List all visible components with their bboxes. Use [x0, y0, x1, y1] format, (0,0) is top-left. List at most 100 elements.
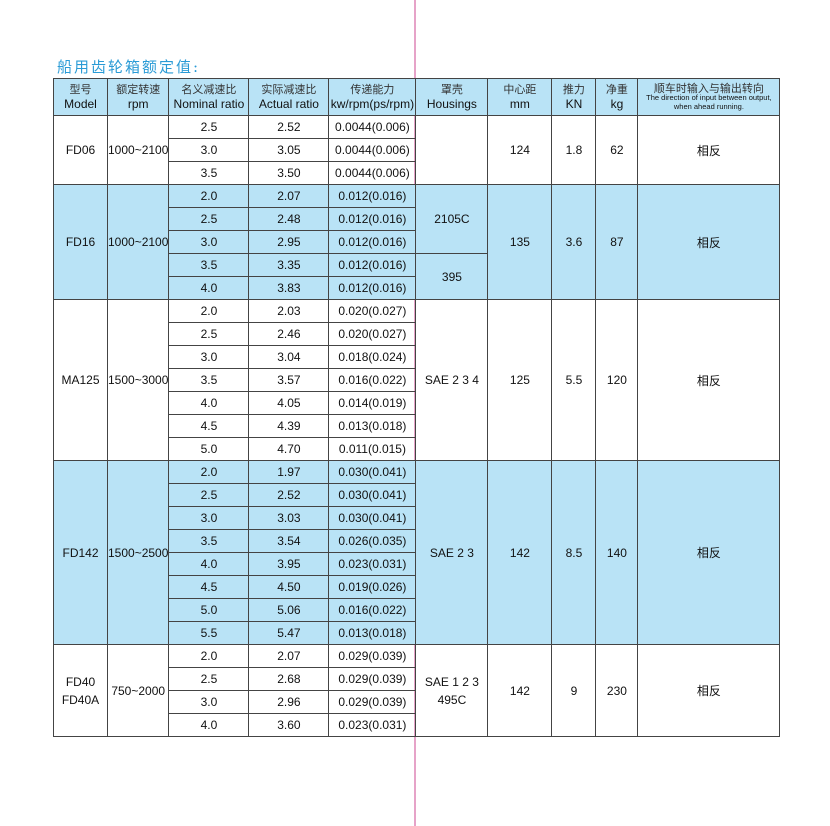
column-header: 净重 kg	[595, 78, 639, 116]
nominal-ratio-cell: 4.0	[168, 276, 250, 300]
capacity-cell: 0.030(0.041)	[328, 483, 417, 507]
table-row: 4.5 4.39 0.013(0.018)	[54, 414, 780, 438]
table-row: MA125 1500~3000 2.0 2.03 0.020(0.027) SAE 2 3…	[53, 299, 781, 461]
table-row: 4.0 3.95 0.023(0.031)	[54, 552, 780, 576]
nominal-ratio-cell: 2.5	[168, 483, 250, 507]
housings-cell: 2105C	[415, 184, 489, 254]
actual-ratio-cell: 3.04	[248, 345, 330, 369]
housings-cell: SAE 1 2 3 495C	[415, 644, 489, 737]
actual-ratio-cell: 3.57	[248, 368, 330, 392]
actual-ratio-cell: 2.07	[248, 644, 330, 668]
actual-ratio-cell: 5.06	[248, 598, 330, 622]
rpm-cell: 1000~2100	[106, 184, 170, 300]
capacity-cell: 0.016(0.022)	[328, 598, 417, 622]
column-header: 型号 Model	[53, 78, 108, 116]
gearbox-ratings-table: 型号 Model 额定转速 rpm 名义减速比 Nominal ratio 实际减速比 Act…	[53, 78, 781, 737]
actual-ratio-cell: 3.35	[248, 253, 330, 277]
capacity-cell: 0.016(0.022)	[328, 368, 417, 392]
center-distance-cell: 135	[487, 184, 553, 300]
page-title: 船用齿轮箱额定值:	[57, 58, 201, 76]
housings-cell	[415, 115, 489, 185]
direction-cell: 相反	[637, 644, 781, 737]
column-header-en: mm	[509, 97, 530, 111]
actual-ratio-cell: 3.05	[248, 138, 330, 162]
nominal-ratio-cell: 3.5	[168, 368, 250, 392]
capacity-cell: 0.019(0.026)	[328, 575, 417, 599]
column-header-zh: 顺车时输入与输出转向	[653, 81, 764, 95]
direction-cell: 相反	[637, 184, 781, 300]
column-header: 顺车时输入与输出转向 The direction of input between…	[637, 78, 781, 116]
nominal-ratio-cell: 2.0	[168, 184, 250, 208]
column-header-zh: 实际减速比	[261, 83, 317, 96]
column-header: 额定转速 rpm	[106, 78, 170, 116]
actual-ratio-cell: 2.07	[248, 184, 330, 208]
weight-cell: 62	[595, 115, 639, 185]
table-row: FD06 1000~2100 2.5 2.52 0.0044(0.006) 124 1.8 6…	[53, 115, 781, 185]
nominal-ratio-cell: 5.0	[168, 598, 250, 622]
weight-cell: 120	[595, 299, 639, 461]
nominal-ratio-cell: 3.5	[168, 161, 250, 185]
rpm-cell: 1500~2500	[106, 460, 170, 645]
capacity-cell: 0.012(0.016)	[328, 276, 417, 300]
table-row: 4.0 4.05 0.014(0.019)	[54, 391, 780, 415]
actual-ratio-cell: 1.97	[248, 460, 330, 484]
nominal-ratio-cell: 4.0	[168, 552, 250, 576]
column-header-en: Housings	[426, 97, 477, 111]
column-header-zh: 名义减速比	[181, 83, 237, 96]
column-header-en: rpm	[127, 97, 149, 111]
column-header-en: kw/rpm(ps/rpm)	[330, 97, 415, 111]
nominal-ratio-cell: 2.0	[168, 644, 250, 668]
capacity-cell: 0.012(0.016)	[328, 253, 417, 277]
capacity-cell: 0.030(0.041)	[328, 460, 417, 484]
capacity-cell: 0.023(0.031)	[328, 552, 417, 576]
nominal-ratio-cell: 2.5	[168, 667, 250, 691]
table-row: 3.5 3.54 0.026(0.035)	[54, 529, 780, 553]
nominal-ratio-cell: 3.0	[168, 506, 250, 530]
direction-cell: 相反	[637, 460, 781, 645]
weight-cell: 230	[595, 644, 639, 737]
capacity-cell: 0.012(0.016)	[328, 207, 417, 231]
housings-cell: SAE 2 3 4	[415, 299, 489, 461]
capacity-cell: 0.012(0.016)	[328, 230, 417, 254]
housings-cell: 395	[415, 253, 489, 300]
table-row: 3.0 2.95 0.012(0.016)	[54, 230, 780, 254]
nominal-ratio-cell: 4.5	[168, 575, 250, 599]
nominal-ratio-cell: 4.5	[168, 414, 250, 438]
model-cell: MA125	[53, 299, 108, 461]
header-row: 型号 Model 额定转速 rpm 名义减速比 Nominal ratio 实际减速比 Act…	[53, 78, 781, 116]
column-header-en: KN	[565, 97, 583, 111]
nominal-ratio-cell: 4.0	[168, 391, 250, 415]
thrust-cell: 1.8	[551, 115, 597, 185]
thrust-cell: 3.6	[551, 184, 597, 300]
column-header-zh: 推力	[562, 83, 585, 96]
capacity-cell: 0.029(0.039)	[328, 644, 417, 668]
model-cell: FD06	[53, 115, 108, 185]
table-row: 3.5 3.35 0.012(0.016) 395	[54, 253, 780, 300]
housings-cell: SAE 2 3	[415, 460, 489, 645]
column-header-en: The direction of input between output, w…	[646, 92, 772, 111]
nominal-ratio-cell: 2.5	[168, 322, 250, 346]
column-header: 罩壳 Housings	[415, 78, 489, 116]
thrust-cell: 8.5	[551, 460, 597, 645]
actual-ratio-cell: 3.83	[248, 276, 330, 300]
nominal-ratio-cell: 3.0	[168, 345, 250, 369]
column-header-zh: 净重	[605, 83, 628, 96]
table-row: 3.0 3.05 0.0044(0.006)	[54, 138, 780, 162]
rpm-cell: 1000~2100	[106, 115, 170, 185]
column-header: 中心距 mm	[487, 78, 553, 116]
capacity-cell: 0.014(0.019)	[328, 391, 417, 415]
actual-ratio-cell: 2.03	[248, 299, 330, 323]
capacity-cell: 0.013(0.018)	[328, 621, 417, 645]
capacity-cell: 0.030(0.041)	[328, 506, 417, 530]
column-header-en: Actual ratio	[258, 97, 319, 111]
table-row: FD40 FD40A 750~2000 2.0 2.07 0.029(0.039) SAE…	[53, 644, 781, 737]
nominal-ratio-cell: 4.0	[168, 713, 250, 737]
capacity-cell: 0.0044(0.006)	[328, 138, 417, 162]
nominal-ratio-cell: 3.0	[168, 230, 250, 254]
center-distance-cell: 124	[487, 115, 553, 185]
column-header-zh: 型号	[69, 83, 92, 96]
table-row: 4.0 3.60 0.023(0.031)	[54, 713, 780, 737]
direction-cell: 相反	[637, 115, 781, 185]
rpm-cell: 1500~3000	[106, 299, 170, 461]
